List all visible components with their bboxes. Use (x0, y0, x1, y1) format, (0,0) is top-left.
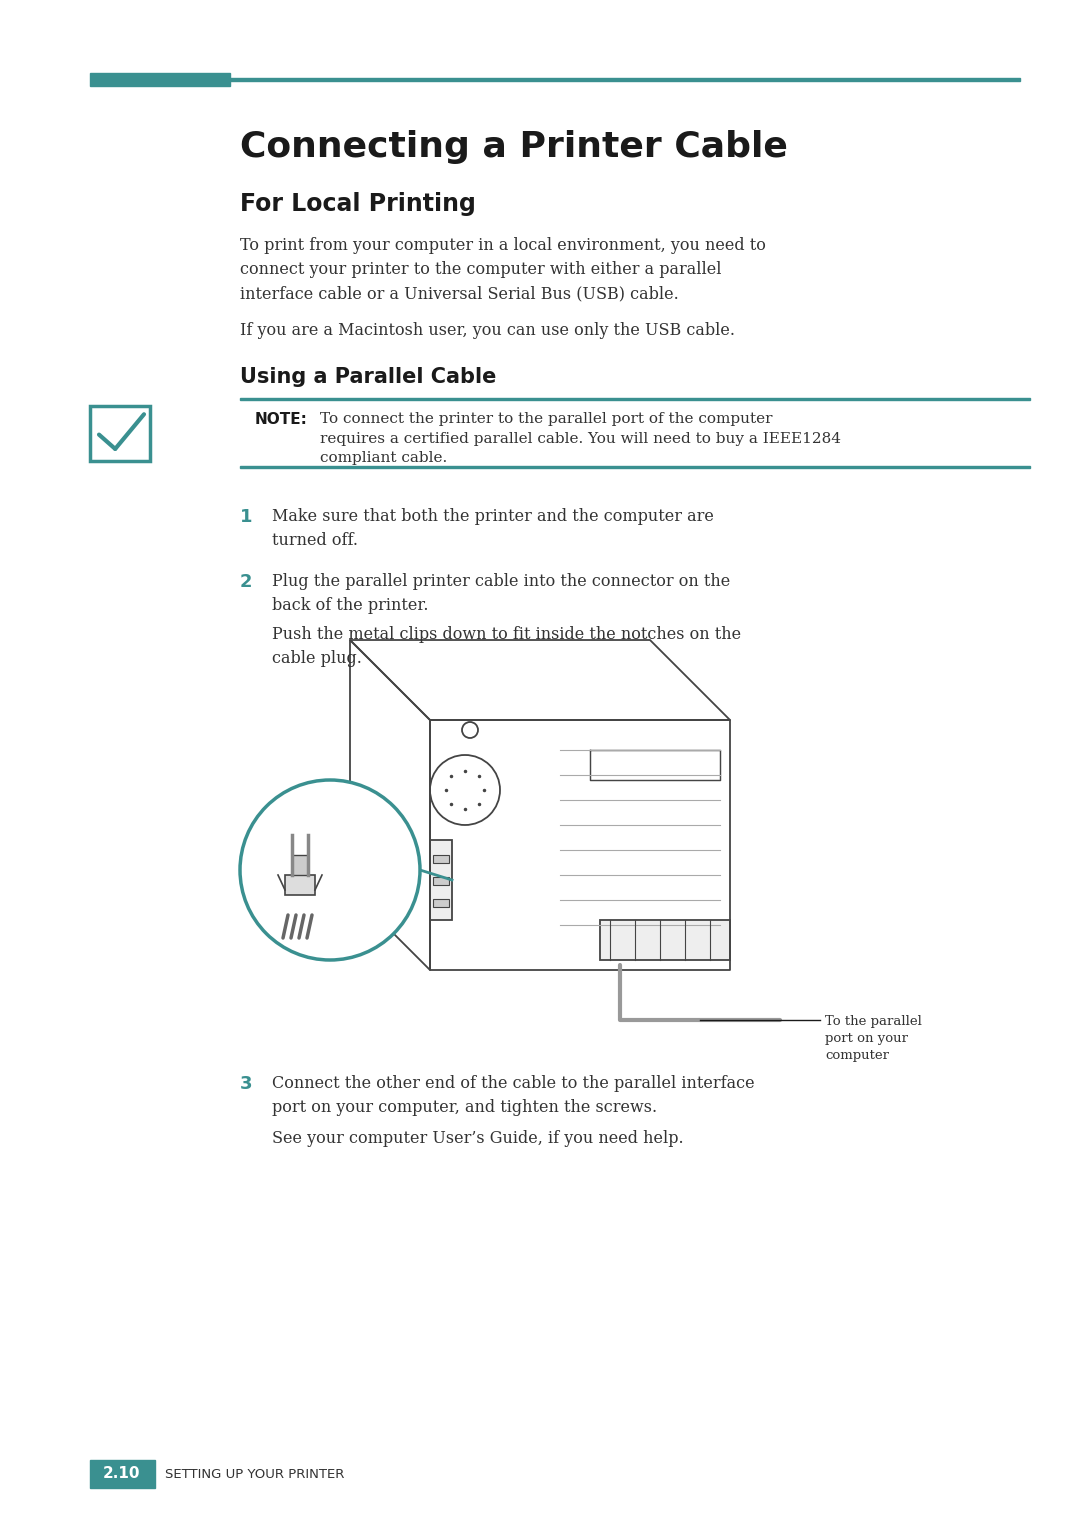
Bar (285, 876, 315, 896)
Text: Using a Parallel Cable: Using a Parallel Cable (240, 367, 497, 387)
Text: If you are a Macintosh user, you can use only the USB cable.: If you are a Macintosh user, you can use… (240, 321, 735, 340)
Text: 2.10: 2.10 (104, 1467, 140, 1482)
Bar (240, 466, 1030, 468)
Text: 1: 1 (240, 509, 253, 525)
Text: To connect the printer to the parallel port of the computer
requires a certified: To connect the printer to the parallel p… (320, 413, 841, 465)
Text: NOTE:: NOTE: (255, 413, 308, 426)
Bar (230, 78, 1020, 81)
Bar (90, 1461, 156, 1488)
Bar (90, 407, 150, 461)
Bar (433, 877, 449, 885)
Text: Make sure that both the printer and the computer are
turned off.: Make sure that both the printer and the … (272, 509, 714, 550)
Text: For Local Printing: For Local Printing (240, 192, 476, 216)
Text: Connecting a Printer Cable: Connecting a Printer Cable (240, 129, 788, 164)
Text: Plug the parallel printer cable into the connector on the
back of the printer.: Plug the parallel printer cable into the… (272, 573, 730, 614)
Bar (600, 920, 730, 959)
Text: To the parallel
port on your
computer: To the parallel port on your computer (825, 1014, 922, 1062)
Bar (292, 854, 308, 876)
Text: SETTING UP YOUR PRINTER: SETTING UP YOUR PRINTER (165, 1468, 345, 1480)
Text: To print from your computer in a local environment, you need to
connect your pri: To print from your computer in a local e… (240, 238, 766, 302)
Bar (433, 854, 449, 864)
Bar (433, 899, 449, 908)
Bar (430, 841, 453, 920)
Circle shape (240, 780, 420, 959)
Text: 2: 2 (240, 573, 253, 591)
Text: Push the metal clips down to fit inside the notches on the
cable plug.: Push the metal clips down to fit inside … (272, 626, 741, 667)
Text: Connect the other end of the cable to the parallel interface
port on your comput: Connect the other end of the cable to th… (272, 1075, 755, 1116)
Bar (90, 73, 230, 85)
Text: See your computer User’s Guide, if you need help.: See your computer User’s Guide, if you n… (272, 1130, 684, 1147)
Text: 3: 3 (240, 1075, 253, 1094)
Bar (240, 398, 1030, 401)
